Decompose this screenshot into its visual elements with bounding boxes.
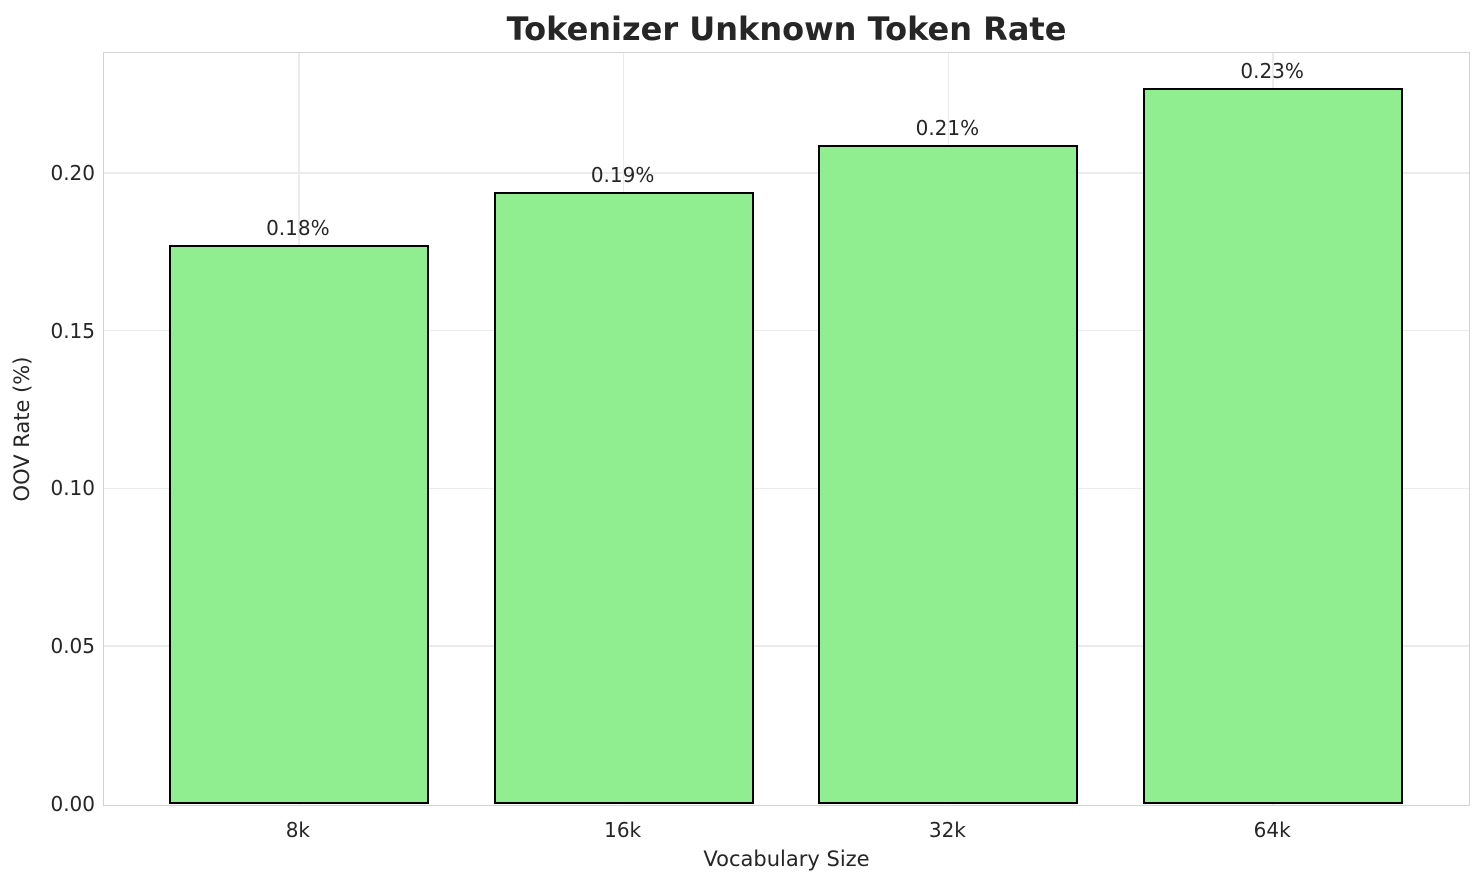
y-tick-label: 0.05	[50, 634, 95, 659]
bar-value-label: 0.21%	[915, 115, 980, 140]
bar	[818, 144, 1079, 804]
x-tick-label: 64k	[1253, 818, 1291, 842]
bar	[493, 191, 754, 804]
gridline-horizontal	[104, 645, 1469, 647]
gridline-horizontal	[104, 172, 1469, 174]
gridline-horizontal	[104, 329, 1469, 332]
x-tick-label: 16k	[604, 818, 642, 842]
x-tick-label: 32k	[928, 818, 966, 842]
gridline-horizontal	[104, 487, 1469, 490]
y-tick-label: 0.10	[50, 476, 95, 501]
bar-value-label: 0.18%	[266, 216, 330, 241]
y-tick-label: 0.00	[50, 792, 95, 816]
bar-value-label: 0.23%	[1240, 58, 1304, 83]
chart-title: Tokenizer Unknown Token Rate	[506, 10, 1067, 48]
y-tick-label: 0.20	[50, 160, 95, 185]
plot-area	[103, 52, 1470, 806]
x-axis-label: Vocabulary Size	[703, 847, 870, 871]
bar-value-label: 0.19%	[590, 162, 655, 187]
bar	[1143, 87, 1404, 804]
x-tick-label: 8k	[285, 818, 310, 842]
y-tick-label: 0.15	[50, 318, 95, 343]
bar	[168, 245, 429, 804]
